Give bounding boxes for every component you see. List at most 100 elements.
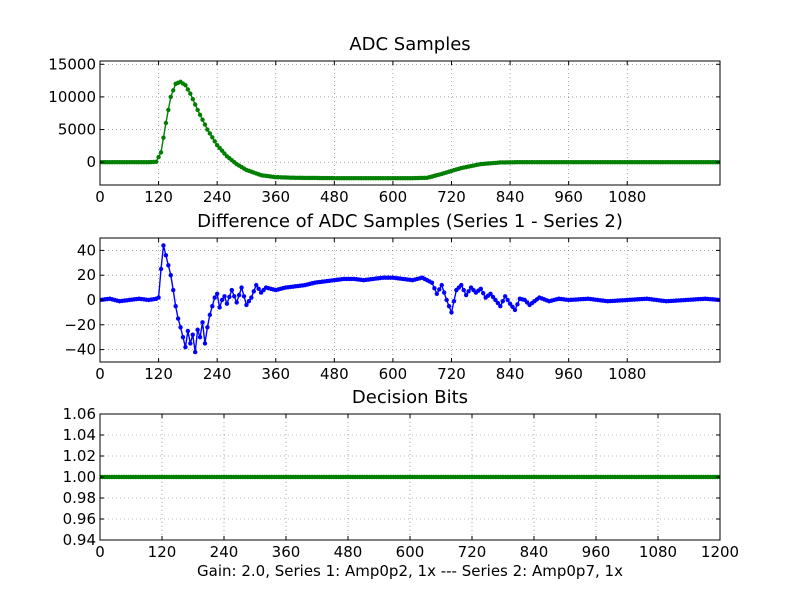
data-point [156,295,161,300]
data-point [466,289,471,294]
data-point [224,301,230,306]
x-tick-label: 600 [396,543,425,561]
y-tick-label: 1.02 [63,447,96,465]
data-point [183,344,188,350]
x-tick-label: 1080 [608,365,646,383]
data-point [222,294,227,299]
data-point [256,286,261,292]
x-tick-label: 360 [261,365,290,383]
y-tick-label: 5000 [58,121,96,139]
data-point [210,135,215,140]
data-point [490,294,496,300]
data-point [488,291,493,296]
x-tick-label: 600 [379,365,408,383]
x-tick-label: 1080 [608,188,646,206]
data-point [212,295,217,300]
y-tick-label: −40 [64,341,96,359]
axes-frame [99,60,721,186]
data-point [171,287,176,293]
y-tick-label: 1.00 [63,468,96,486]
data-point [190,96,195,102]
x-tick-label: 120 [144,365,173,383]
y-tick-label: 40 [77,241,96,259]
x-axis-label: Gain: 2.0, Series 1: Amp0p2, 1x --- Seri… [197,562,623,580]
data-point [217,305,222,310]
x-tick-label: 960 [554,188,583,206]
data-point [205,325,210,330]
data-point [512,307,518,313]
data-point [236,292,242,298]
data-point [185,328,191,334]
y-tick-label: 0.98 [63,489,96,507]
data-point [200,320,205,325]
data-point [254,282,259,288]
x-tick-label: 720 [437,365,466,383]
series-group-difference [100,243,720,355]
data-point [227,294,232,300]
axes-decision-bits: 0 120 240 360 480 600 720 840 960 1080 1200 0.94 0.9… [63,387,740,580]
data-point [197,335,203,340]
x-tick-label: 840 [520,543,549,561]
data-point [166,263,171,268]
data-point [251,289,256,294]
data-point [195,327,200,332]
data-point [192,102,198,107]
data-point [463,292,469,298]
data-point [500,299,505,304]
data-point [444,297,449,303]
data-point [183,82,188,88]
x-tick-label: 840 [496,188,525,206]
data-point [175,316,181,321]
data-point [202,122,208,127]
x-tick-label: 720 [458,543,487,561]
data-point [441,290,447,295]
data-point [510,304,515,310]
x-tick-label: 240 [210,543,239,561]
data-point [451,299,457,304]
data-point [239,285,244,290]
data-point [505,297,510,303]
data-point [173,304,178,309]
data-point [185,87,191,92]
data-point [180,335,186,340]
data-point [205,127,210,132]
y-tick-label: 0 [86,291,96,309]
data-point [161,135,166,140]
data-point [446,304,452,309]
x-tick-label: 1200 [701,543,739,561]
x-tick-label: 600 [379,188,408,206]
data-point [449,310,454,315]
data-point [178,325,183,330]
data-point [192,349,198,355]
data-point [439,282,444,288]
data-point [459,282,464,288]
data-point [498,304,503,309]
y-tick-label: 0 [86,153,96,171]
chart-title: ADC Samples [349,34,470,55]
y-tick-label: 10000 [48,88,96,106]
x-tick-label: 960 [554,365,583,383]
data-point [210,304,215,309]
data-point [168,94,173,100]
data-point [166,107,171,113]
data-point [229,287,235,293]
data-point [188,341,193,346]
y-tick-label: 0.96 [63,510,96,528]
x-tick-label: 240 [203,188,232,206]
data-point [481,290,486,296]
data-point [168,273,173,278]
x-tick-label: 480 [334,543,363,561]
data-point [207,312,213,318]
data-point [515,302,520,307]
data-point [214,291,220,296]
y-tick-label: 15000 [48,55,96,73]
data-point [495,300,501,306]
data-point [156,154,161,160]
data-point [244,302,249,308]
data-point [493,297,498,303]
x-tick-label: 840 [496,365,525,383]
data-point [161,243,166,248]
data-point [158,266,164,272]
data-point [502,294,508,299]
y-tick-label: 1.06 [63,405,96,423]
